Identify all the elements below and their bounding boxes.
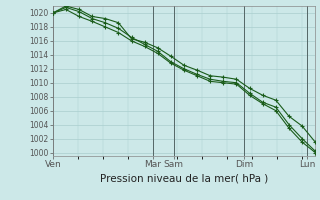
X-axis label: Pression niveau de la mer( hPa ): Pression niveau de la mer( hPa ) [100,173,268,183]
